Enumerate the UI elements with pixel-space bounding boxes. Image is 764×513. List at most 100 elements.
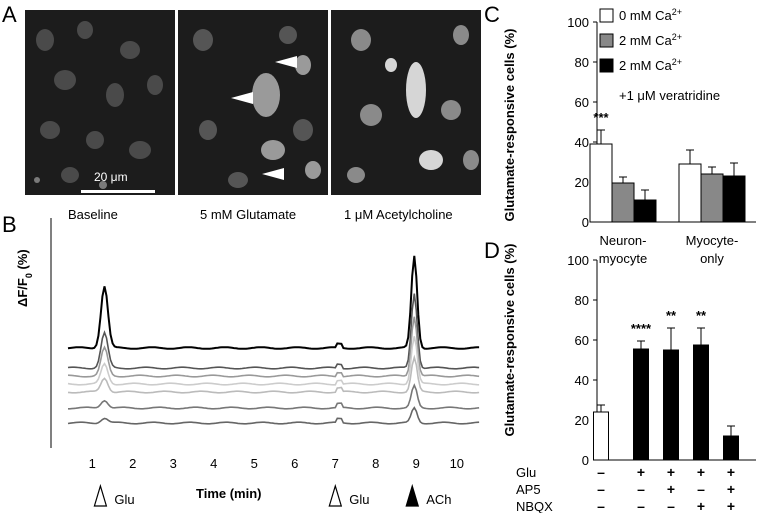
c-group-label-1-2: only [700, 251, 724, 266]
c-significance-0: *** [593, 110, 609, 125]
time-tick-2: 2 [129, 456, 136, 471]
stimulus-marker-2 [405, 483, 420, 507]
stimulus-label-1: Glu [349, 492, 369, 507]
d-condition-mark-1-0: – [597, 481, 605, 497]
d-condition-mark-1-1: – [637, 481, 645, 497]
c-legend-swatch-2 [599, 58, 614, 73]
c-bar-g0-s0 [589, 143, 613, 223]
d-condition-mark-0-4: + [727, 464, 735, 480]
stimulus-label-0: Glu [114, 492, 134, 507]
d-ytick-80: 80 [575, 293, 589, 308]
stimulus-marker-0 [93, 483, 108, 507]
d-bar-3 [693, 344, 709, 461]
d-condition-name-0: Glu [516, 465, 536, 480]
time-tick-9: 9 [413, 456, 420, 471]
d-bar-4 [723, 435, 739, 461]
c-ytick-80: 80 [575, 55, 589, 70]
d-condition-mark-2-2: – [667, 498, 675, 513]
c-ytick-0: 0 [582, 215, 589, 230]
panel-b-traces: ΔF/F0 (%) 1 2 3 4 5 6 7 8 9 10 Glu Glu ACh Time (mi… [15, 218, 480, 507]
c-ytick-20: 20 [575, 175, 589, 190]
d-condition-mark-0-1: + [637, 464, 645, 480]
d-significance-2: ** [666, 308, 677, 323]
trace-3 [67, 336, 480, 386]
panel-letter-c: C [484, 2, 500, 27]
d-ytick-20: 20 [575, 413, 589, 428]
d-condition-mark-0-2: + [667, 464, 675, 480]
d-ytick-0: 0 [582, 453, 589, 468]
panel-c-legend: 0 mM Ca2+ 2 mM Ca2+ 2 mM Ca2+ +1 μM veratri… [599, 7, 720, 103]
time-tick-3: 3 [170, 456, 177, 471]
arrowhead-3 [262, 168, 284, 180]
time-tick-10: 10 [450, 456, 464, 471]
d-ytick-60: 60 [575, 333, 589, 348]
c-bar-g0-s1 [611, 182, 635, 223]
d-condition-mark-1-2: + [667, 481, 675, 497]
trace-0 [67, 255, 480, 350]
c-legend-label-2: 2 mM Ca2+ [619, 57, 682, 73]
c-ytick-100: 100 [567, 15, 589, 30]
c-legend-swatch-0 [599, 8, 614, 23]
c-bar-g1-s1 [700, 173, 724, 223]
time-tick-7: 7 [332, 456, 339, 471]
trace-4 [67, 354, 480, 394]
c-group-label-1-1: Myocyte- [686, 233, 739, 248]
d-ytick-100: 100 [567, 253, 589, 268]
micrograph-label-glutamate: 5 mM Glutamate [200, 207, 297, 222]
c-bar-g0-s2 [633, 199, 657, 223]
d-condition-mark-1-3: – [697, 481, 705, 497]
micrograph-glutamate-cells [193, 26, 321, 188]
micrograph-acetylcholine [331, 10, 481, 195]
panel-c-bars: Neuron-myocyte Myocyte-only *** [589, 110, 746, 266]
micrograph-acetylcholine-cells [347, 25, 479, 183]
panel-d-chart: Glutamate-responsive cells (%) 0 20 40 60 80… [502, 244, 756, 513]
trace-2 [67, 316, 480, 378]
d-condition-name-2: NBQX [516, 499, 553, 513]
stimulus-label-2: ACh [426, 492, 451, 507]
panel-d-ylabel: Glutamate-responsive cells (%) [502, 244, 517, 437]
micrograph-baseline-cells [34, 21, 163, 189]
scale-bar-label: 20 μm [94, 170, 128, 184]
micrograph-label-baseline: Baseline [68, 207, 118, 222]
micrograph-label-acetylcholine: 1 μM Acetylcholine [344, 207, 453, 222]
d-bar-1 [633, 348, 649, 461]
time-tick-4: 4 [210, 456, 217, 471]
d-bar-2 [663, 349, 679, 461]
trace-6 [67, 406, 480, 425]
scale-bar [81, 190, 155, 193]
time-tick-6: 6 [291, 456, 298, 471]
d-condition-mark-0-0: – [597, 464, 605, 480]
d-condition-mark-2-3: + [697, 498, 705, 513]
d-condition-mark-0-3: + [697, 464, 705, 480]
d-bar-0 [593, 411, 609, 461]
trace-5 [68, 383, 480, 410]
time-tick-5: 5 [251, 456, 258, 471]
time-tick-8: 8 [372, 456, 379, 471]
c-legend-swatch-1 [599, 33, 614, 48]
c-ytick-60: 60 [575, 95, 589, 110]
d-condition-mark-1-4: + [727, 481, 735, 497]
d-condition-name-1: AP5 [516, 482, 541, 497]
panel-c-axes: 0 20 40 60 80 100 [567, 15, 756, 230]
c-legend-suffix-2: +1 μM veratridine [619, 88, 720, 103]
d-ytick-40: 40 [575, 373, 589, 388]
arrowhead-1 [275, 56, 297, 68]
trace-group [67, 255, 480, 425]
c-ytick-40: 40 [575, 135, 589, 150]
panel-b-xlabel: Time (min) [196, 486, 262, 501]
d-significance-3: ** [696, 308, 707, 323]
stimulus-marker-1 [328, 483, 343, 507]
time-tick-1: 1 [89, 456, 96, 471]
panel-d-bars: ****** ** [593, 308, 739, 461]
panel-letter-d: D [484, 238, 500, 263]
c-legend-label-0: 0 mM Ca2+ [619, 7, 682, 23]
panel-b-ylabel: ΔF/F0 (%) [15, 249, 34, 307]
panel-c-ylabel: Glutamate-responsive cells (%) [502, 29, 517, 222]
c-bar-g1-s2 [722, 175, 746, 223]
d-condition-mark-2-0: – [597, 498, 605, 513]
panel-letter-b: B [2, 212, 17, 237]
panel-c-chart: Glutamate-responsive cells (%) 0 20 40 60 80… [502, 7, 756, 266]
c-bar-g1-s0 [678, 163, 702, 223]
trace-1 [67, 293, 480, 370]
d-condition-mark-2-4: + [727, 498, 735, 513]
